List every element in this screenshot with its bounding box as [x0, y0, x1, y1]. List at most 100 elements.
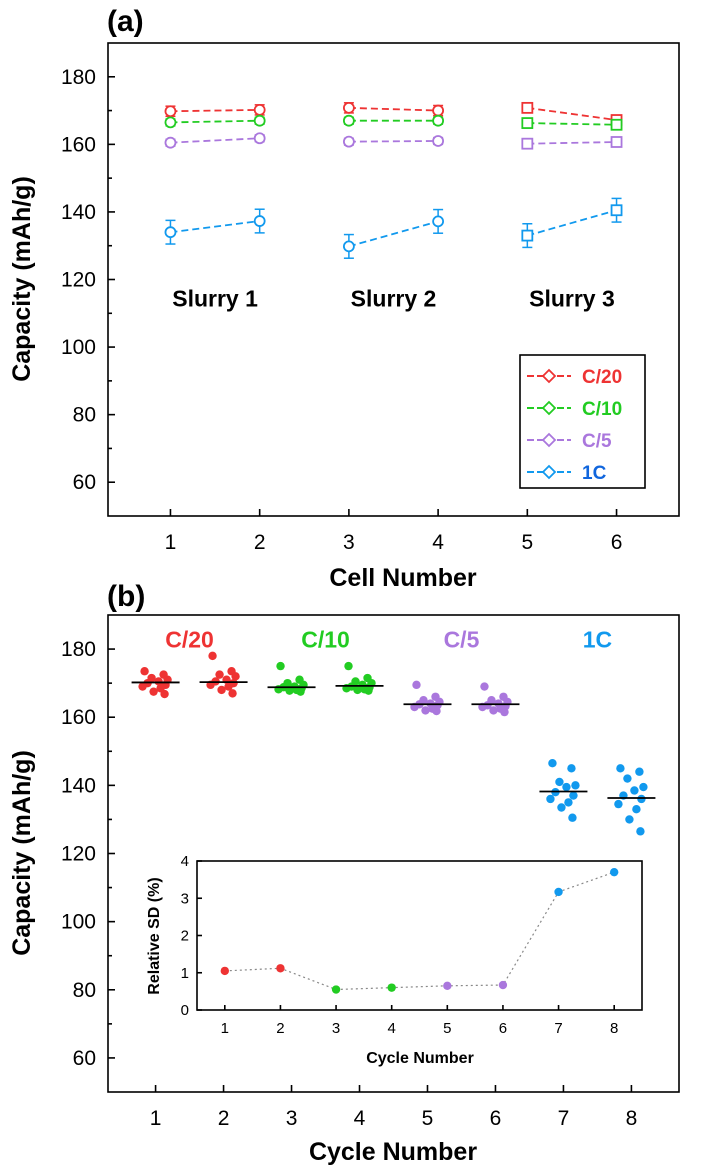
- slurry-label: Slurry 3: [529, 286, 615, 312]
- rate-label: 1C: [583, 626, 612, 652]
- x-tick-label: 3: [343, 531, 355, 554]
- inset-y-tick-label: 4: [181, 853, 189, 870]
- panel-b-y-axis-label: Capacity (mAh/g): [8, 750, 36, 956]
- data-point-marker: [521, 101, 534, 114]
- inset-y-tick-label: 1: [181, 965, 189, 982]
- panel-a-label: (a): [107, 5, 144, 38]
- data-point-marker: [610, 136, 623, 148]
- data-point-marker: [521, 117, 534, 129]
- legend-diamond-marker: [541, 432, 557, 448]
- panel-b-x-axis: 1 2 3 4 5 6 7 8: [150, 1085, 637, 1130]
- x-tick-label: 6: [490, 1107, 502, 1130]
- inset-x-tick-label: 1: [221, 1020, 229, 1037]
- legend-entry: C/20: [582, 367, 622, 388]
- y-tick-label: 80: [73, 404, 96, 427]
- capacity-point: [140, 667, 149, 676]
- capacity-point: [154, 677, 163, 686]
- inset-chart: 0 1 2 3 4 1 2 3 4 5 6 7 8 Relative SD (%) Cycle Num…: [146, 853, 643, 1067]
- inset-y-axis: 0 1 2 3 4: [181, 853, 202, 1019]
- capacity-point: [616, 764, 625, 773]
- capacity-point: [548, 759, 557, 768]
- capacity-point: [500, 707, 509, 717]
- inset-y-tick-label: 2: [181, 928, 189, 945]
- inset-point: [220, 966, 230, 976]
- capacity-point: [571, 781, 580, 790]
- panel-a-series: [164, 101, 623, 259]
- series-line-segment: [170, 119, 260, 124]
- capacity-point: [632, 805, 641, 814]
- panel-b-y-axis: 60 80 100 120 140 160 180: [61, 638, 115, 1070]
- series-C-5: [164, 132, 623, 150]
- inset-point: [276, 964, 285, 973]
- panel-a-x-axis: 1 2 3 4 5 6: [165, 509, 622, 554]
- x-tick-label: 2: [218, 1107, 230, 1130]
- capacity-point: [564, 798, 573, 807]
- capacity-point: [569, 791, 578, 800]
- capacity-point: [285, 686, 294, 695]
- legend-diamond-marker: [541, 464, 557, 480]
- inset-series: [220, 867, 619, 994]
- capacity-point: [160, 689, 169, 699]
- capacity-point: [546, 794, 555, 804]
- capacity-point: [344, 661, 353, 671]
- capacity-point: [637, 794, 646, 804]
- panel-a-legend: C/20 C/10 C/5 1C: [519, 354, 646, 489]
- capacity-point: [568, 813, 577, 822]
- capacity-point: [625, 815, 634, 824]
- panel-a-y-axis-label: Capacity (mAh/g): [8, 176, 36, 382]
- rate-label: C/10: [301, 626, 350, 652]
- data-point-marker: [164, 136, 177, 149]
- y-tick-label: 140: [61, 201, 96, 224]
- y-tick-label: 140: [61, 774, 96, 797]
- capacity-point: [562, 782, 571, 792]
- inset-x-axis: 1 2 3 4 5 6 7 8: [221, 1005, 618, 1037]
- capacity-point: [353, 685, 362, 695]
- x-tick-label: 2: [254, 531, 266, 554]
- series-1C: [164, 197, 623, 259]
- y-tick-label: 60: [73, 1047, 96, 1070]
- series-line-segment: [348, 220, 439, 248]
- inset-x-tick-label: 4: [388, 1020, 396, 1037]
- data-point-marker: [253, 103, 266, 116]
- data-point-marker: [521, 137, 534, 150]
- data-point-marker: [164, 116, 177, 129]
- capacity-point: [635, 767, 644, 776]
- legend-box: [519, 354, 646, 489]
- data-point-marker: [432, 135, 445, 147]
- slurry-label: Slurry 2: [351, 286, 437, 312]
- panel-b-mean-lines: [131, 681, 656, 799]
- capacity-point: [623, 774, 632, 783]
- y-tick-label: 180: [61, 638, 96, 661]
- capacity-point: [224, 682, 233, 691]
- capacity-point: [555, 777, 564, 787]
- data-point-marker: [432, 104, 445, 117]
- capacity-point: [630, 786, 639, 795]
- series-C-20: [164, 101, 623, 126]
- capacity-point: [364, 686, 373, 695]
- capacity-point: [228, 689, 237, 698]
- x-tick-label: 5: [422, 1107, 434, 1130]
- panel-a-x-axis-label: Cell Number: [329, 564, 477, 592]
- inset-point: [387, 983, 396, 992]
- y-tick-label: 160: [61, 133, 96, 156]
- inset-x-tick-label: 2: [276, 1020, 284, 1037]
- capacity-point: [489, 706, 498, 715]
- panel-a-slurry-annotations: Slurry 1 Slurry 2 Slurry 3: [172, 286, 615, 312]
- inset-point: [331, 985, 341, 994]
- series-line-segment: [348, 106, 439, 112]
- y-tick-label: 100: [61, 911, 96, 934]
- data-point-marker: [164, 226, 177, 239]
- y-tick-label: 120: [61, 269, 96, 292]
- y-tick-label: 100: [61, 336, 96, 359]
- capacity-point: [636, 827, 645, 836]
- rate-label: C/20: [165, 626, 214, 652]
- series-line-segment: [527, 122, 617, 126]
- panel-b-x-axis-label: Cycle Number: [309, 1138, 477, 1166]
- y-tick-label: 120: [61, 843, 96, 866]
- inset-x-axis-label: Cycle Number: [366, 1050, 474, 1067]
- legend-entry: 1C: [582, 463, 607, 484]
- capacity-point: [567, 764, 576, 773]
- panel-a-y-axis: 60 80 100 120 140 160 180: [61, 66, 115, 494]
- data-point-marker: [253, 215, 266, 227]
